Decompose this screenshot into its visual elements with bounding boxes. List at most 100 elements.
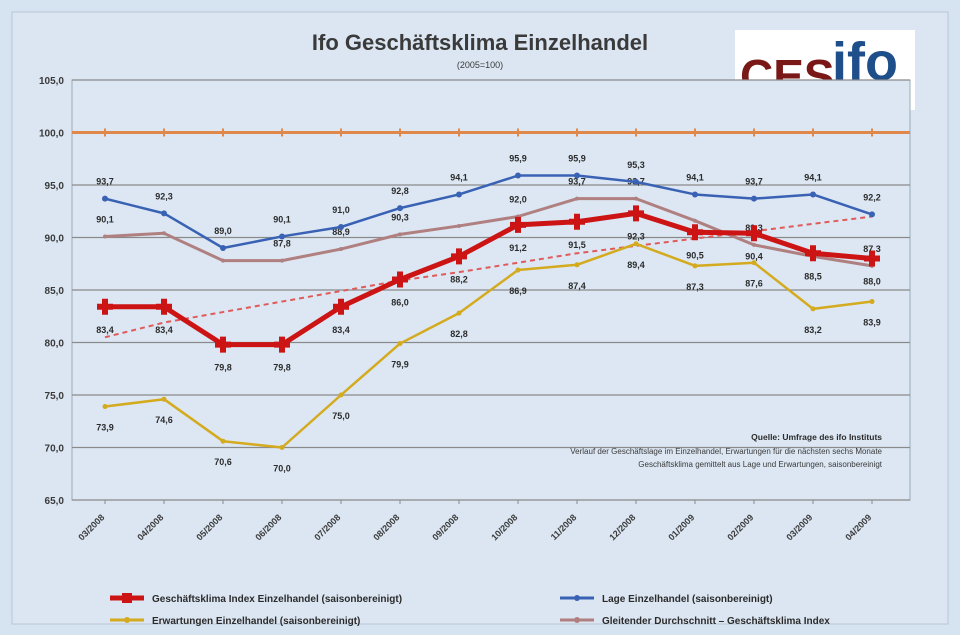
- data-point-klima: [333, 298, 349, 315]
- data-label-lage: 92,3: [155, 191, 173, 201]
- data-label-lage: 95,9: [568, 154, 586, 164]
- data-label-klima: 79,8: [214, 363, 232, 373]
- data-point-gleit: [575, 196, 579, 201]
- data-label-lage: 92,2: [863, 192, 881, 202]
- data-point-lage: [220, 245, 226, 251]
- source-line-3: Geschäftsklima gemittelt aus Lage und Er…: [638, 460, 882, 469]
- data-label-gleit: 88,9: [332, 227, 350, 237]
- data-point-lage: [692, 191, 698, 198]
- data-label-erwartungen: 73,9: [96, 423, 114, 433]
- data-label-erwartungen: 86,9: [509, 286, 527, 296]
- data-label-lage: 90,1: [273, 214, 291, 224]
- data-point-erwartungen: [751, 260, 757, 266]
- data-label-erwartungen: 75,0: [332, 411, 350, 421]
- y-tick-label: 65,0: [45, 496, 65, 507]
- legend-label-gleit: Gleitender Durchschnitt – Geschäftsklima…: [602, 616, 830, 627]
- series-line-gleit: [104, 197, 873, 268]
- data-label-gleit: 90,3: [391, 212, 409, 222]
- y-tick-label: 105,0: [39, 76, 64, 87]
- y-tick-label: 75,0: [45, 391, 65, 402]
- data-point-lage: [515, 172, 521, 179]
- data-label-lage: 93,7: [96, 177, 114, 187]
- legend-label-erwartungen: Erwartungen Einzelhandel (saisonbereinig…: [152, 616, 360, 627]
- data-label-klima: 88,5: [804, 271, 822, 281]
- legend-marker-gleit: [574, 617, 580, 623]
- source-note: Quelle: Umfrage des ifo Instituts Verlau…: [570, 432, 883, 469]
- data-point-klima: [746, 225, 762, 242]
- data-point-lage: [338, 224, 344, 230]
- y-tick-label: 80,0: [45, 339, 65, 350]
- data-point-klima: [274, 336, 290, 353]
- data-point-gleit: [634, 196, 638, 201]
- legend-marker-lage: [574, 595, 580, 601]
- data-point-gleit: [693, 218, 697, 223]
- data-label-lage: 95,3: [627, 160, 645, 170]
- legend-marker-erwartungen: [124, 617, 130, 623]
- series-line-erwartungen: [104, 242, 873, 449]
- data-label-klima: 79,8: [273, 363, 291, 373]
- legend-label-klima: Geschäftsklima Index Einzelhandel (saiso…: [152, 594, 402, 605]
- y-tick-label: 85,0: [45, 286, 65, 297]
- y-tick-label: 100,0: [39, 129, 64, 140]
- data-point-klima: [451, 248, 467, 265]
- data-label-erwartungen: 89,4: [627, 260, 645, 270]
- series-line-lage: [104, 174, 873, 250]
- data-label-klima: 83,4: [96, 325, 114, 335]
- data-label-gleit: 87,3: [863, 244, 881, 254]
- data-label-lage: 92,8: [391, 186, 409, 196]
- legend-label-lage: Lage Einzelhandel (saisonbereinigt): [602, 594, 773, 605]
- data-label-lage: 93,7: [745, 177, 763, 187]
- data-point-lage: [574, 172, 580, 179]
- data-point-erwartungen: [574, 262, 580, 268]
- series-line-klima: [105, 210, 873, 348]
- data-label-klima: 90,5: [686, 250, 704, 260]
- chart-subtitle: (2005=100): [457, 60, 503, 70]
- data-label-lage: 95,9: [509, 154, 527, 164]
- data-point-erwartungen: [869, 299, 875, 305]
- data-label-gleit: 87,8: [273, 239, 291, 249]
- y-tick-label: 70,0: [45, 444, 65, 455]
- data-label-erwartungen: 70,0: [273, 464, 291, 474]
- data-point-erwartungen: [810, 306, 816, 312]
- data-point-klima: [569, 213, 585, 230]
- data-label-gleit: 90,1: [96, 214, 114, 224]
- y-tick-label: 90,0: [45, 234, 65, 245]
- data-point-lage: [456, 191, 462, 198]
- data-label-lage: 91,0: [332, 205, 350, 215]
- data-label-erwartungen: 74,6: [155, 415, 173, 425]
- data-point-gleit: [280, 258, 284, 263]
- chart-title: Ifo Geschäftsklima Einzelhandel: [312, 30, 648, 55]
- data-point-erwartungen: [279, 445, 285, 450]
- data-label-klima: 90,4: [745, 251, 763, 261]
- data-point-gleit: [103, 234, 107, 239]
- data-label-klima: 88,0: [863, 277, 881, 287]
- data-label-klima: 86,0: [391, 298, 409, 308]
- data-label-klima: 91,2: [509, 243, 527, 253]
- data-label-erwartungen: 87,4: [568, 281, 586, 291]
- data-label-klima: 91,5: [568, 240, 586, 250]
- data-point-lage: [751, 195, 757, 202]
- data-point-klima: [805, 245, 821, 262]
- data-point-lage: [869, 211, 875, 218]
- data-label-klima: 88,2: [450, 274, 468, 284]
- data-label-erwartungen: 83,9: [863, 318, 881, 328]
- data-point-erwartungen: [692, 263, 698, 269]
- data-label-erwartungen: 82,8: [450, 329, 468, 339]
- data-point-erwartungen: [220, 438, 226, 444]
- data-label-erwartungen: 79,9: [391, 360, 409, 370]
- data-label-gleit: 93,7: [568, 177, 586, 187]
- data-label-erwartungen: 83,2: [804, 325, 822, 335]
- data-point-lage: [161, 210, 167, 217]
- data-point-klima: [97, 298, 113, 315]
- data-point-erwartungen: [456, 310, 462, 316]
- data-point-gleit: [457, 223, 461, 228]
- data-point-erwartungen: [161, 396, 167, 402]
- data-label-klima: 83,4: [155, 325, 173, 335]
- data-point-gleit: [162, 231, 166, 236]
- y-tick-label: 95,0: [45, 181, 65, 192]
- data-point-lage: [397, 205, 403, 212]
- data-label-erwartungen: 87,3: [686, 282, 704, 292]
- data-point-klima: [215, 336, 231, 353]
- data-point-gleit: [339, 247, 343, 252]
